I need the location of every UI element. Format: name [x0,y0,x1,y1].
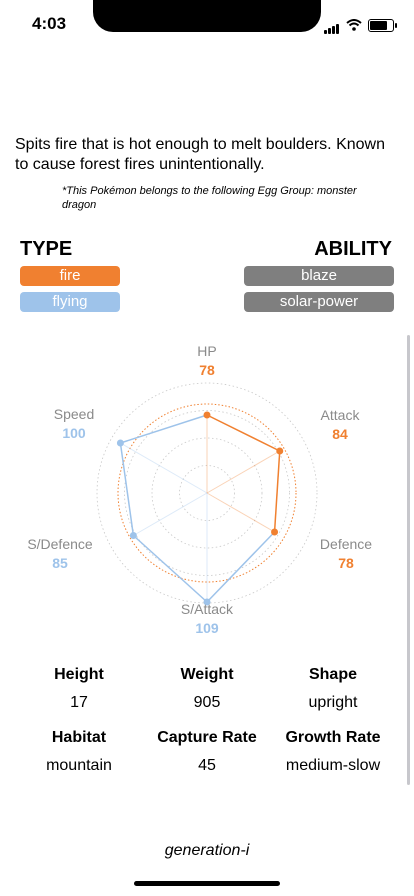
radar-series [116,411,284,606]
habitat-label: Habitat [51,729,107,746]
stat-value-speed: 100 [62,425,86,441]
generation-label: generation-i [164,842,250,859]
point-attack [276,447,284,455]
info-habitat: Habitat mountain [14,729,144,775]
battery-icon [368,18,397,32]
grid-ring-3 [124,410,290,576]
stat-label-attack: Attack [321,407,361,423]
spoke-defence [206,492,275,533]
stat-label-hp: HP [197,343,216,359]
average-ring [117,403,297,583]
info-shape: Shape upright [268,666,398,712]
height-value: 17 [70,694,88,711]
info-height: Height 17 [14,666,144,712]
type-badge-flying[interactable]: flying [20,292,120,312]
stat-value-s-defence: 85 [52,555,68,571]
spoke-speed [120,442,208,494]
stat-value-attack: 84 [332,426,348,442]
ability-heading: ABILITY [314,238,392,260]
stat-label-s-defence: S/Defence [27,536,93,552]
point-s-attack [203,598,211,606]
status-time: 4:03 [32,14,67,33]
edge-0 [206,414,281,452]
point-speed [116,439,124,447]
status-icons [324,16,397,34]
growth-rate-value: medium-slow [285,757,381,774]
capture-rate-value: 45 [198,757,216,774]
spoke-attack [206,450,280,494]
stat-label-speed: Speed [54,406,94,422]
edge-5 [120,414,208,444]
status-bar: 4:03 [0,0,414,48]
spoke-s-defence [133,492,208,536]
ability-badge-solar-power[interactable]: solar-power [244,292,394,312]
point-s-defence [129,532,137,539]
point-hp [203,411,211,419]
edge-2 [206,531,276,603]
ability-badge-blaze[interactable]: blaze [244,266,394,286]
stats-radar-chart: HP 78 Attack 84 Defence 78 S/Attack 109 S/Defenc… [27,343,372,636]
battery-level [370,20,387,30]
point-defence [271,528,279,536]
stat-value-defence: 78 [338,555,354,571]
cellular-signal-icon [324,16,340,34]
shape-value: upright [308,694,358,711]
stat-value-hp: 78 [199,362,215,378]
pokemon-description: Spits fire that is hot enough to melt bo… [15,136,385,173]
egg-group-note: *This Pokémon belongs to the following E… [62,185,357,211]
weight-value: 905 [193,694,221,711]
stat-value-s-attack: 109 [195,620,219,636]
info-capture-rate: Capture Rate 45 [142,729,272,775]
info-weight: Weight 905 [142,666,272,712]
info-growth-rate: Growth Rate medium-slow [268,729,398,775]
edge-1 [273,450,281,533]
shape-label: Shape [308,666,357,683]
stat-label-defence: Defence [320,536,372,552]
growth-rate-label: Growth Rate [285,729,381,746]
grid-ring-2 [151,437,263,549]
home-indicator[interactable] [134,881,280,886]
type-badge-fire[interactable]: fire [20,266,120,286]
edge-3 [132,534,208,603]
capture-rate-label: Capture Rate [157,729,257,746]
habitat-value: mountain [46,757,112,774]
wifi-icon [346,19,362,31]
stat-label-s-attack: S/Attack [181,601,234,617]
scrollbar[interactable] [407,335,410,785]
edge-4 [119,442,135,536]
device-notch [93,0,321,32]
radar-labels: HP 78 Attack 84 Defence 78 S/Attack 109 S/Defenc… [27,343,372,636]
type-heading: TYPE [20,238,73,260]
grid-ring-1 [179,465,235,521]
height-label: Height [54,666,104,683]
weight-label: Weight [180,666,234,683]
